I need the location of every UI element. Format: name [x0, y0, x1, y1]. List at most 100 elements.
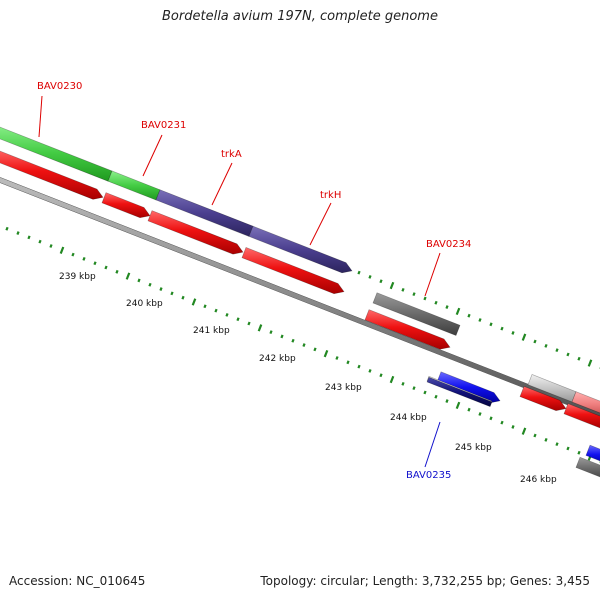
- gc-tick-outer: [379, 279, 383, 284]
- gc-tick-outer: [401, 287, 405, 292]
- ruler-label: 244 kbp: [390, 413, 427, 423]
- gc-tick-inner: [455, 401, 461, 410]
- gc-tick-inner: [49, 244, 53, 248]
- cds-arrow[interactable]: [101, 192, 151, 219]
- gc-tick-inner: [489, 416, 493, 421]
- gc-tick-outer: [521, 333, 527, 341]
- gene-label-leader: [142, 134, 163, 177]
- gc-tick-outer: [500, 326, 504, 331]
- gc-tick-inner: [500, 420, 504, 425]
- gene-label-leader: [38, 95, 43, 138]
- gene-label-leader: [309, 202, 332, 246]
- ruler: 239 kbp 240 kbp 241 kbp 242 kbp 243 kbp 244 k…: [59, 272, 557, 485]
- gc-tick-inner: [555, 442, 559, 447]
- gene-label[interactable]: trkA: [221, 149, 242, 160]
- gc-tick-inner: [27, 235, 31, 240]
- gc-tick-inner: [82, 257, 86, 261]
- feature-track: [0, 124, 600, 480]
- gc-tick-inner: [16, 231, 20, 235]
- cds-arrow[interactable]: [0, 148, 104, 200]
- ruler-label: 241 kbp: [193, 326, 230, 336]
- feature-blue-bar[interactable]: [585, 444, 600, 464]
- gc-tick-outer: [357, 270, 361, 275]
- gene-labels: BAV0230 BAV0231 trkA trkH BAV0234 BAV0235: [37, 81, 471, 481]
- gc-tick-outer: [478, 318, 482, 322]
- gc-tick-inner: [5, 226, 9, 231]
- gc-tick-outer: [544, 343, 548, 348]
- gc-tick-inner: [368, 369, 372, 373]
- gene-label[interactable]: BAV0231: [141, 120, 186, 131]
- gc-tick-inner: [423, 390, 427, 395]
- gc-tick-inner: [445, 399, 449, 403]
- map-title: Bordetella avium 197N, complete genome: [162, 9, 438, 24]
- feature-bav0230-bar[interactable]: [0, 124, 113, 182]
- gc-tick-outer: [434, 300, 438, 305]
- gc-tick-outer: [368, 275, 372, 279]
- gc-tick-inner: [434, 394, 438, 399]
- gc-tick-inner: [357, 364, 361, 369]
- gc-tick-inner: [257, 324, 263, 332]
- cds-arrow[interactable]: [519, 385, 567, 411]
- gc-tick-outer: [467, 313, 471, 318]
- ruler-label: 245 kbp: [455, 443, 492, 453]
- gc-tick-outer: [577, 356, 581, 361]
- gene-label-leader: [424, 252, 441, 297]
- gc-tick-inner: [577, 450, 581, 455]
- ruler-label: 246 kbp: [520, 475, 557, 485]
- feature-gray-bar[interactable]: [575, 456, 600, 480]
- gc-tick-inner: [566, 446, 570, 451]
- gc-tick-inner: [389, 375, 395, 384]
- gc-tick-inner: [478, 412, 482, 416]
- gc-tick-inner: [280, 334, 284, 339]
- feature-trkh-bar[interactable]: [248, 225, 353, 274]
- gene-label[interactable]: trkH: [320, 190, 341, 201]
- feature-bav0231-bar[interactable]: [107, 170, 161, 201]
- gene-label[interactable]: BAV0234: [426, 239, 471, 250]
- gc-tick-inner: [137, 278, 141, 283]
- gc-tick-inner: [247, 321, 251, 326]
- gc-tick-outer: [423, 296, 427, 301]
- gc-tick-outer: [555, 348, 559, 353]
- gc-tick-inner: [225, 313, 229, 317]
- gc-tick-outer: [566, 352, 570, 357]
- gc-tick-outer: [587, 359, 593, 367]
- gc-tick-inner: [104, 265, 108, 270]
- cds-arrow[interactable]: [241, 247, 345, 295]
- gc-tick-outer: [511, 331, 515, 335]
- gc-tick-inner: [346, 360, 350, 365]
- gc-tick-outer: [455, 307, 461, 316]
- gene-label[interactable]: BAV0230: [37, 81, 82, 92]
- genome-backbone: [0, 177, 600, 418]
- gc-tick-inner: [71, 252, 75, 257]
- gc-tick-inner: [203, 304, 207, 309]
- gene-label-leader: [211, 162, 233, 206]
- gc-tick-inner: [544, 437, 548, 442]
- cds-arrow[interactable]: [563, 403, 600, 429]
- feature-bav0234-bar[interactable]: [372, 292, 461, 336]
- feature-bav0235-navy-bar[interactable]: [426, 376, 493, 408]
- gc-tick-inner: [379, 373, 383, 378]
- gene-label-leader: [424, 421, 441, 468]
- gc-tick-outer: [389, 281, 395, 290]
- gc-tick-inner: [170, 291, 174, 296]
- gc-tick-inner: [125, 272, 131, 280]
- ruler-label: 239 kbp: [59, 272, 96, 282]
- gc-tick-inner: [521, 427, 527, 435]
- gc-tick-inner: [335, 356, 339, 360]
- gc-tick-inner: [467, 407, 471, 412]
- gc-tick-inner: [191, 298, 197, 306]
- feature-pink-bar[interactable]: [571, 391, 600, 416]
- gc-tick-outer: [533, 339, 537, 344]
- gc-tick-inner: [115, 269, 119, 274]
- cds-arrow[interactable]: [147, 210, 244, 255]
- feature-light-gray-bar[interactable]: [527, 374, 577, 403]
- cds-arrow[interactable]: [364, 309, 451, 350]
- gc-tick-inner: [401, 381, 405, 386]
- gene-label[interactable]: BAV0235: [406, 470, 451, 481]
- gc-tick-inner: [412, 386, 416, 391]
- gc-tick-inner: [236, 317, 240, 322]
- gc-tick-inner: [93, 261, 97, 266]
- feature-trka-bar[interactable]: [155, 189, 254, 237]
